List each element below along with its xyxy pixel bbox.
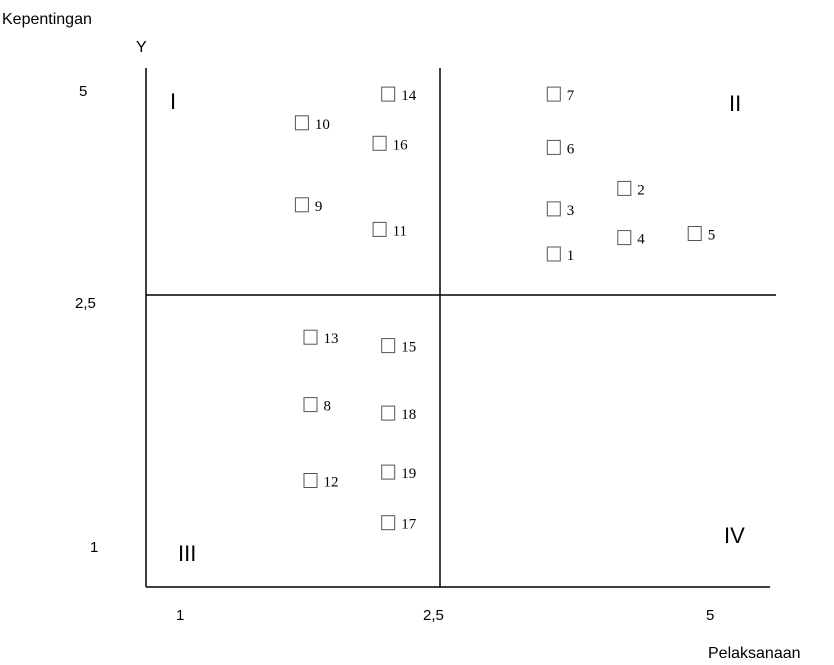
data-point: 17 (381, 515, 417, 533)
point-marker (372, 221, 387, 237)
point-marker (546, 139, 561, 155)
point-label: 10 (315, 117, 330, 133)
point-marker (381, 338, 396, 354)
y-tick-label: 5 (79, 83, 87, 100)
point-label: 9 (315, 199, 323, 215)
point-marker (381, 515, 396, 531)
point-label: 19 (401, 466, 416, 482)
point-marker (303, 473, 318, 488)
y-tick-label: 1 (90, 539, 98, 556)
data-point: 15 (381, 338, 416, 356)
data-point: 10 (294, 115, 330, 133)
x-tick-label: 5 (706, 607, 714, 624)
y-axis-letter: Y (136, 39, 147, 56)
point-label: 16 (393, 137, 409, 153)
x-tick-label: 2,5 (423, 607, 444, 624)
data-point: 16 (372, 135, 409, 153)
point-label: 1 (567, 248, 575, 264)
point-marker (381, 405, 396, 421)
point-label: 2 (637, 182, 645, 198)
quadrant-label-ii: II (729, 91, 741, 116)
y-axis-title: Kepentingan (2, 11, 92, 28)
data-point: 5 (687, 226, 716, 244)
quadrant-label-iv: IV (724, 523, 745, 548)
data-point: 18 (381, 405, 416, 423)
point-marker (546, 86, 561, 102)
quadrant-label-i: I (170, 89, 176, 114)
point-marker (303, 329, 318, 345)
point-marker (546, 246, 561, 262)
point-marker (381, 464, 396, 480)
data-point: 11 (372, 221, 407, 239)
point-label: 12 (324, 475, 339, 491)
data-point: 1 (546, 246, 575, 264)
point-label: 6 (567, 141, 575, 157)
point-label: 7 (567, 88, 575, 104)
point-label: 11 (393, 223, 407, 239)
data-point: 9 (294, 197, 323, 215)
point-label: 13 (324, 331, 339, 347)
point-label: 4 (637, 232, 645, 248)
point-label: 3 (567, 203, 575, 219)
point-marker (381, 86, 396, 102)
y-tick-label: 2,5 (75, 295, 96, 312)
point-marker (303, 397, 318, 413)
point-marker (546, 201, 561, 217)
data-point: 14 (381, 86, 417, 104)
point-marker (294, 115, 309, 131)
data-point: 19 (381, 464, 416, 482)
quadrant-label-iii: III (178, 541, 196, 566)
point-marker (687, 226, 702, 241)
data-point: 13 (303, 329, 339, 347)
point-label: 8 (324, 399, 332, 415)
x-axis-title: Pelaksanaan (708, 645, 801, 662)
data-point: 2 (617, 180, 645, 198)
point-marker (617, 230, 632, 246)
point-label: 17 (401, 517, 417, 533)
point-label: 18 (401, 407, 416, 423)
point-marker (372, 135, 387, 151)
data-point: 8 (303, 397, 332, 415)
data-point: 7 (546, 86, 575, 104)
point-marker (617, 180, 632, 196)
data-point: 3 (546, 201, 575, 219)
point-label: 14 (401, 88, 417, 104)
point-label: 15 (401, 340, 416, 356)
point-marker (294, 197, 309, 213)
data-point: 4 (617, 230, 645, 248)
data-point: 12 (303, 473, 339, 491)
x-tick-label: 1 (176, 607, 184, 624)
data-point: 6 (546, 139, 575, 157)
point-label: 5 (708, 228, 716, 244)
